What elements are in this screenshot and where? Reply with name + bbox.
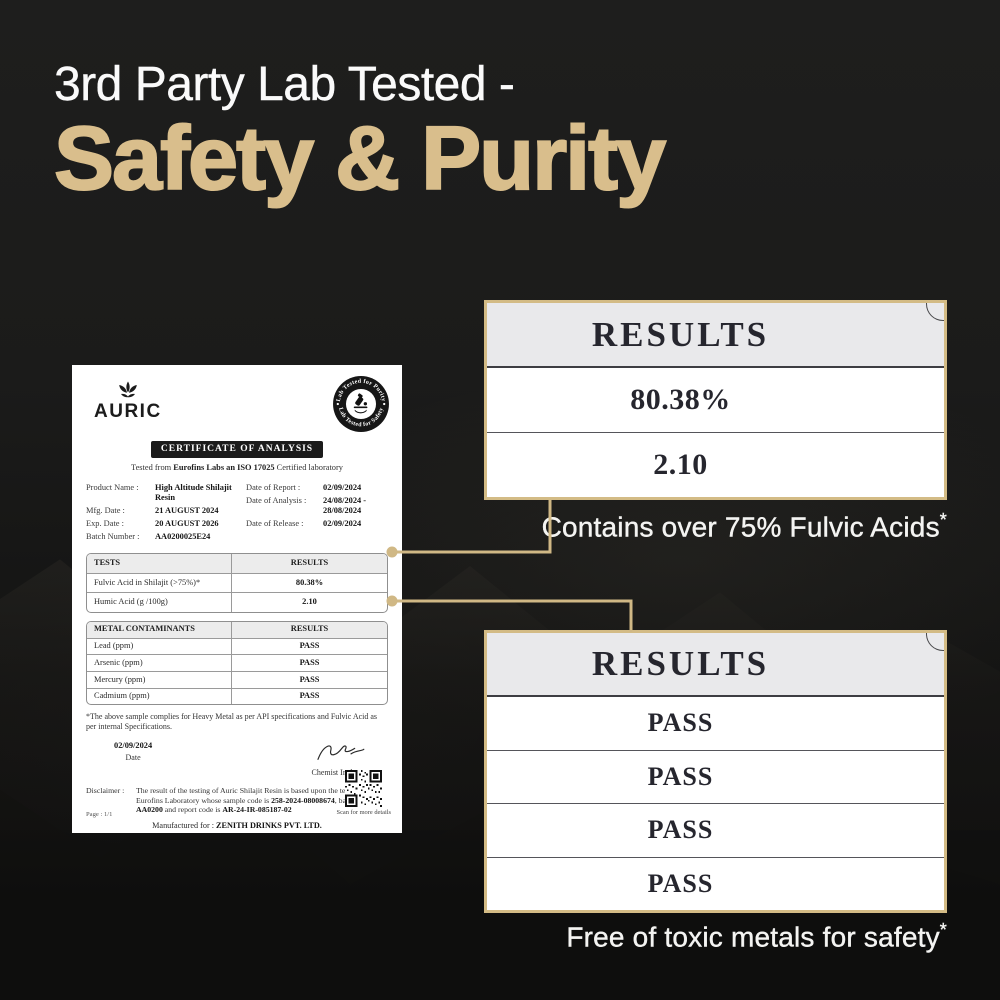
detail-date-of-analysis: Date of Analysis :24/08/2024 - 28/08/202… xyxy=(246,495,367,516)
signature-date-label: Date xyxy=(125,752,141,762)
brand-wordmark: AURIC xyxy=(94,401,162,422)
detail-exp-date: Exp. Date :20 AUGUST 2026 xyxy=(86,519,219,529)
lead-result: PASS xyxy=(487,697,944,750)
leaf-logo-icon xyxy=(119,381,137,398)
tests-row-humic-acid: Humic Acid (g /100g) 2.10 xyxy=(87,592,387,612)
metals-row-mercury: Mercury (ppm) PASS xyxy=(87,670,387,688)
page-number: Page : 1/1 xyxy=(86,810,113,818)
mercury-result: PASS xyxy=(487,803,944,857)
cadmium-result: PASS xyxy=(487,856,944,910)
tests-row-fulvic-acid: Fulvic Acid in Shilajit (>75%)* 80.38% xyxy=(87,572,387,593)
signature-date: 02/09/2024 xyxy=(114,741,153,751)
arsenic-result: PASS xyxy=(487,749,944,803)
auric-brand: AURIC xyxy=(94,381,162,424)
tests-table-header: TESTS RESULTS xyxy=(87,554,387,573)
headline-line2: Safety & Purity xyxy=(53,108,667,209)
tests-table: TESTS RESULTS Fulvic Acid in Shilajit (>… xyxy=(86,553,388,613)
page-curl-icon xyxy=(926,303,944,321)
detail-product-name: Product Name : High Altitude Shilajit Res… xyxy=(86,482,232,503)
fulvic-results-header-label: RESULTS xyxy=(591,314,770,354)
metal-contaminants-table: METAL CONTAMINANTS RESULTS Lead (ppm) PA… xyxy=(86,620,388,706)
metals-table-header: METAL CONTAMINANTS RESULTS xyxy=(87,621,387,638)
product-details: Product Name : High Altitude Shilajit Res… xyxy=(86,483,388,546)
detail-date-of-release: Date of Release :02/09/2024 xyxy=(246,519,362,529)
metals-caption-asterisk: * xyxy=(939,920,947,940)
metals-results-header: RESULTS xyxy=(487,633,944,697)
signature-row: 02/09/2024 Date Chemist Incharge xyxy=(86,741,388,778)
detail-mfg-date: Mfg. Date :21 AUGUST 2024 xyxy=(86,506,219,516)
lab-tested-stamp: Lab Tested for Purity Lab Tested for Saf… xyxy=(333,376,389,432)
certificate-of-analysis: AURIC Lab Tested for Purity Lab Tested f… xyxy=(72,365,402,833)
fulvic-acid-value: 80.38% xyxy=(487,368,944,432)
certificate-header-row: AURIC Lab Tested for Purity Lab Tested f… xyxy=(86,376,389,435)
metals-results-header-label: RESULTS xyxy=(591,644,770,683)
signature-role: Chemist Incharge xyxy=(311,767,368,777)
qr-caption: Scan for more details xyxy=(336,809,391,816)
manufactured-for: Manufactured for : ZENITH DRINKS PVT. LT… xyxy=(152,821,322,831)
microscope-icon xyxy=(353,393,368,414)
headline: 3rd Party Lab Tested - Safety & Purity xyxy=(53,58,667,209)
fulvic-results-header: RESULTS xyxy=(487,303,944,368)
fulvic-results-callout: RESULTS 80.38% 2.10 xyxy=(484,300,947,500)
certificate-subtitle: Tested from Eurofins Labs an ISO 17025 C… xyxy=(131,463,343,473)
fulvic-caption: Contains over 75% Fulvic Acids* xyxy=(541,510,947,543)
qr-block: Scan for more details xyxy=(337,770,391,817)
metals-row-cadmium: Cadmium (ppm) PASS xyxy=(87,687,387,705)
humic-acid-value: 2.10 xyxy=(487,432,944,497)
detail-batch-number: Batch Number : AA0200025E24 xyxy=(86,532,211,542)
metals-row-arsenic: Arsenic (ppm) PASS xyxy=(87,654,387,671)
fulvic-caption-asterisk: * xyxy=(939,510,947,530)
specification-footnote: *The above sample complies for Heavy Met… xyxy=(86,712,378,732)
headline-line1: 3rd Party Lab Tested - xyxy=(54,58,515,111)
metals-caption: Free of toxic metals for safety* xyxy=(566,920,947,953)
qr-code-icon xyxy=(345,770,383,807)
detail-date-of-report: Date of Report :02/09/2024 xyxy=(246,482,362,492)
metals-results-callout: RESULTS PASS PASS PASS PASS xyxy=(484,630,947,913)
metals-row-lead: Lead (ppm) PASS xyxy=(87,637,387,655)
page-curl-icon xyxy=(926,633,944,651)
signature-icon xyxy=(317,745,365,761)
certificate-title: CERTIFICATE OF ANALYSIS xyxy=(150,441,324,459)
